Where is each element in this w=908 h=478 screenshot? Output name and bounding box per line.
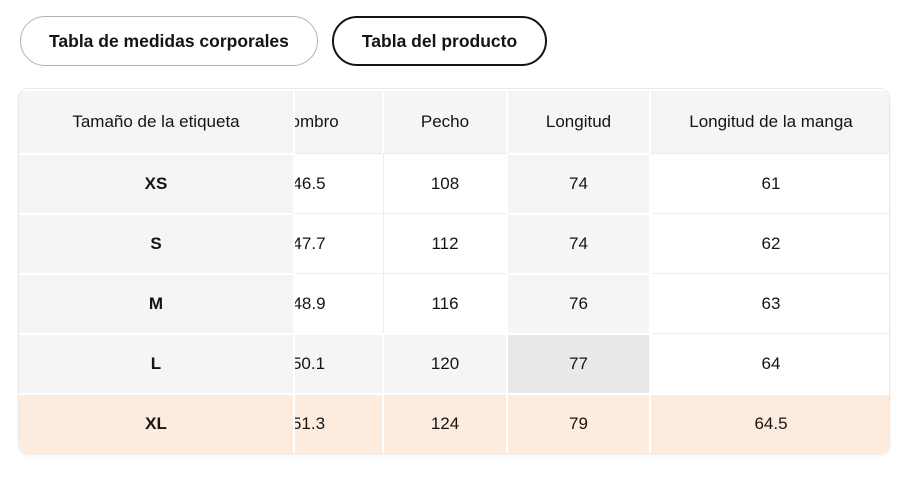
cell-xl-length[interactable]: 79 (508, 393, 651, 453)
table-row-s: S 47.7 112 74 62 (19, 213, 889, 273)
size-cell-xl: XL (19, 393, 295, 453)
cell-l-length-highlighted[interactable]: 77 (508, 333, 651, 393)
cell-l-sleeve[interactable]: 64 (651, 333, 889, 393)
size-cell-xs: XS (19, 153, 295, 213)
cell-m-length[interactable]: 76 (508, 273, 651, 333)
cell-s-length[interactable]: 74 (508, 213, 651, 273)
header-row: Tamaño de la etiqueta Hombro Pecho Longi… (19, 89, 889, 153)
table-row-xs: XS 46.5 108 74 61 (19, 153, 889, 213)
size-table: Tamaño de la etiqueta Hombro Pecho Longi… (19, 89, 889, 453)
header-cell-sleeve-length: Longitud de la manga (651, 89, 889, 153)
header-cell-label-size: Tamaño de la etiqueta (19, 89, 295, 153)
cell-xs-chest[interactable]: 108 (384, 153, 508, 213)
size-chart-tabs: Tabla de medidas corporales Tabla del pr… (0, 0, 908, 66)
table-row-xl-recommended: XL 51.3 124 79 64.5 (19, 393, 889, 453)
cell-xs-length[interactable]: 74 (508, 153, 651, 213)
size-cell-s: S (19, 213, 295, 273)
header-cell-chest: Pecho (384, 89, 508, 153)
cell-xs-sleeve[interactable]: 61 (651, 153, 889, 213)
cell-m-sleeve[interactable]: 63 (651, 273, 889, 333)
cell-xl-sleeve[interactable]: 64.5 (651, 393, 889, 453)
size-cell-l: L (19, 333, 295, 393)
table-row-m: M 48.9 116 76 63 (19, 273, 889, 333)
tab-product[interactable]: Tabla del producto (331, 16, 548, 66)
cell-m-chest[interactable]: 116 (384, 273, 508, 333)
size-cell-m: M (19, 273, 295, 333)
size-table-scroll-area[interactable]: Tamaño de la etiqueta Hombro Pecho Longi… (18, 88, 890, 454)
header-cell-length: Longitud (508, 89, 651, 153)
cell-l-chest[interactable]: 120 (384, 333, 508, 393)
cell-xl-chest[interactable]: 124 (384, 393, 508, 453)
cell-s-chest[interactable]: 112 (384, 213, 508, 273)
table-row-l: L 50.1 120 77 64 (19, 333, 889, 393)
cell-s-sleeve[interactable]: 62 (651, 213, 889, 273)
tab-body-measurements[interactable]: Tabla de medidas corporales (20, 16, 318, 66)
